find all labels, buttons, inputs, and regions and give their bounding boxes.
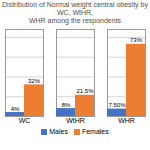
svg-text:32%: 32% — [28, 78, 41, 84]
svg-text:WHR: WHR — [118, 118, 135, 125]
svg-text:21.5%: 21.5% — [76, 88, 94, 94]
html-text:Females: Females — [81, 128, 109, 136]
html-text:Males: Males — [49, 128, 68, 136]
svg-text:8%: 8% — [62, 102, 71, 108]
svg-text:4%: 4% — [11, 106, 20, 112]
svg-text:73%: 73% — [130, 37, 143, 43]
svg-text:WC: WC — [19, 118, 31, 125]
html-text:Distribution of Normal weight: Distribution of Normal weight central ob… — [2, 1, 148, 25]
svg-text:7.50%: 7.50% — [108, 102, 126, 108]
svg-text:WtHR: WtHR — [66, 118, 85, 125]
